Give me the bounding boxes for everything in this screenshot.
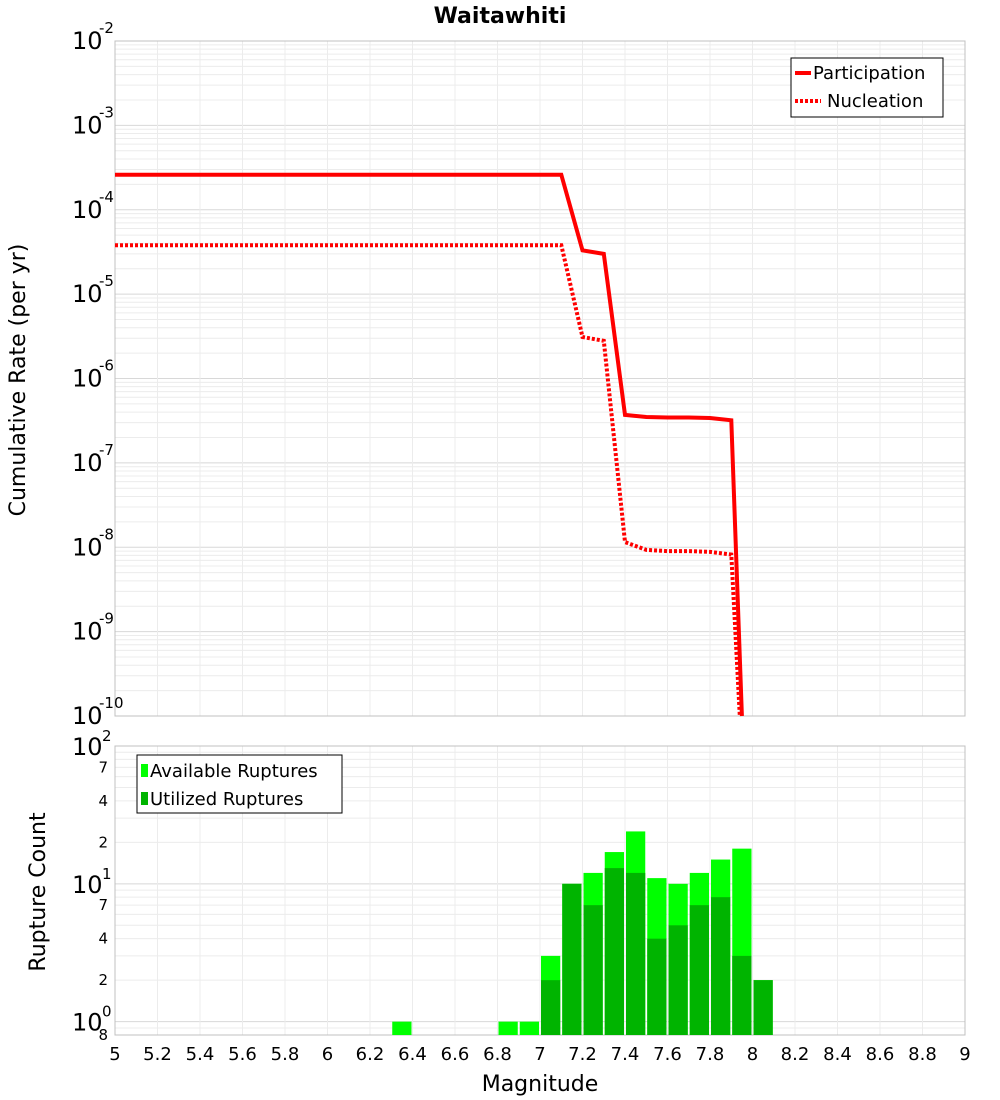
bottom-y-minor-tick-label: 4 [98, 792, 108, 810]
x-tick-label: 5.4 [186, 1044, 215, 1065]
top-y-axis-label: Cumulative Rate (per yr) [6, 244, 31, 517]
bottom-legend: Available Ruptures Utilized Ruptures [136, 754, 343, 814]
top-y-tick-exponent: -8 [99, 525, 114, 543]
x-tick-label: 6.4 [398, 1044, 427, 1065]
bottom-y-tick-exponent: 2 [102, 727, 112, 745]
top-y-tick-label: 10 [72, 27, 103, 55]
series-line-participation [115, 172, 744, 717]
bar-utilized-ruptures [732, 955, 752, 1035]
x-axis-ticks: 5 5.2 5.4 5.6 5.8 6 6.2 6.4 6.6 6.8 7 7.2 7.4 7.6 7.8 8… [109, 1044, 970, 1065]
chart-title: Waitawhiti [434, 4, 567, 29]
bar-utilized-ruptures [668, 925, 688, 1035]
top-y-tick-label: 10 [72, 196, 103, 224]
bottom-y-tick-label: 10 [72, 733, 103, 761]
top-y-tick-label: 10 [72, 449, 103, 477]
legend-nucleation-label: Nucleation [827, 91, 923, 112]
bar-utilized-ruptures [689, 905, 709, 1035]
bar-utilized-ruptures [711, 897, 731, 1035]
top-plot-grid [114, 41, 966, 717]
x-tick-label: 5.6 [228, 1044, 257, 1065]
legend-utilized-swatch [141, 792, 148, 805]
top-y-tick-exponent: -5 [99, 272, 114, 290]
x-tick-label: 5 [109, 1044, 120, 1065]
top-legend: Participation Nucleation [790, 57, 944, 118]
bar-utilized-ruptures [541, 980, 561, 1035]
x-tick-label: 6.8 [483, 1044, 512, 1065]
top-y-tick-label: 10 [72, 702, 103, 730]
bottom-legend-box [136, 754, 343, 814]
bar-available-ruptures [392, 1021, 412, 1035]
top-y-tick-label: 10 [72, 280, 103, 308]
top-y-tick-exponent: -3 [99, 103, 114, 121]
x-tick-label: 7.4 [611, 1044, 640, 1065]
x-axis-label: Magnitude [482, 1072, 599, 1097]
top-y-tick-label: 10 [72, 533, 103, 561]
top-y-tick-label: 10 [72, 111, 103, 139]
top-y-tick-label: 10 [72, 365, 103, 393]
bottom-y-tick-label: 10 [72, 871, 103, 899]
x-tick-label: 6 [322, 1044, 333, 1065]
top-y-tick-exponent: -6 [99, 357, 114, 375]
x-tick-label: 8.6 [866, 1044, 895, 1065]
bottom-y-minor-tick-label: 7 [98, 758, 108, 776]
legend-participation-label: Participation [813, 63, 925, 84]
top-y-tick-exponent: -7 [99, 441, 114, 459]
top-series-lines [115, 172, 744, 717]
x-tick-label: 8.4 [823, 1044, 852, 1065]
bottom-y-tick-exponent: 1 [102, 865, 112, 883]
bottom-y-tick-exponent: 0 [102, 1003, 112, 1021]
top-y-tick-exponent: -9 [99, 610, 114, 628]
bottom-y-minor-tick-label: 4 [98, 930, 108, 948]
bar-utilized-ruptures [562, 883, 582, 1035]
bar-utilized-ruptures [604, 868, 624, 1035]
bar-utilized-ruptures [583, 905, 603, 1035]
bottom-y-minor-tick-label: 7 [98, 896, 108, 914]
bar-available-ruptures [498, 1021, 518, 1035]
top-y-tick-label: 10 [72, 618, 103, 646]
x-tick-label: 5.8 [271, 1044, 300, 1065]
bottom-y-minor-tick-label: 2 [98, 971, 108, 989]
top-y-tick-exponent: -4 [99, 188, 114, 206]
top-legend-box [790, 57, 944, 118]
x-tick-label: 8.8 [908, 1044, 937, 1065]
bar-utilized-ruptures [647, 938, 667, 1035]
legend-utilized-label: Utilized Ruptures [150, 789, 303, 810]
bottom-plot-frame [114, 745, 966, 1036]
top-y-tick-exponent: -10 [99, 694, 124, 712]
bar-available-ruptures [519, 1021, 539, 1035]
x-tick-label: 9 [959, 1044, 970, 1065]
bottom-y-axis-label: Rupture Count [26, 812, 51, 972]
bottom-bars [392, 831, 773, 1035]
legend-available-swatch [141, 764, 148, 777]
top-plot-frame [114, 40, 966, 717]
x-tick-label: 7.6 [653, 1044, 682, 1065]
legend-available-label: Available Ruptures [150, 761, 318, 782]
x-tick-label: 5.2 [143, 1044, 172, 1065]
bottom-y-minor-tick-label: 8 [98, 1026, 108, 1044]
bar-utilized-ruptures [626, 872, 646, 1035]
x-tick-label: 7 [534, 1044, 545, 1065]
x-tick-label: 7.2 [568, 1044, 597, 1065]
series-line-nucleation [115, 243, 742, 717]
x-tick-label: 6.6 [441, 1044, 470, 1065]
x-tick-label: 8.2 [781, 1044, 810, 1065]
bottom-y-tick-label: 10 [72, 1009, 103, 1037]
bar-utilized-ruptures [753, 980, 773, 1035]
top-y-tick-exponent: -2 [99, 19, 114, 37]
x-tick-label: 7.8 [696, 1044, 725, 1065]
x-tick-label: 6.2 [356, 1044, 385, 1065]
bottom-y-minor-tick-label: 2 [98, 833, 108, 851]
x-tick-label: 8 [747, 1044, 758, 1065]
